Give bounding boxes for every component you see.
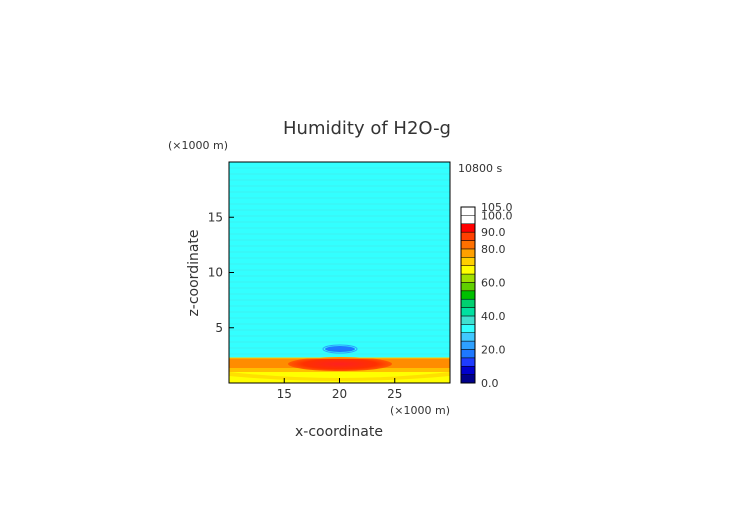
colorbar-label: 0.0 [481,377,499,390]
colorbar-label: 100.0 [481,209,513,222]
colorbar-swatch [460,282,476,292]
y-unit-label: (×1000 m) [168,139,228,152]
colorbar-swatch [460,332,476,342]
y-axis-label: z-coordinate [186,229,202,316]
x-tick-label: 15 [277,387,292,401]
colorbar-label: 80.0 [481,243,506,256]
colorbar-swatch [460,273,476,283]
colorbar-swatch [460,290,476,300]
colorbar-swatch [460,307,476,317]
y-tick-label: 10 [208,266,223,280]
time-label: 10800 s [458,162,502,175]
x-ticks: 15 20 25 [277,378,402,401]
x-axis-label: x-coordinate [295,424,383,440]
x-tick-label: 25 [387,387,402,401]
dry-patch [325,346,355,352]
colorbar-swatch [460,248,476,258]
colorbar-label: 105.0 [481,201,513,214]
y-ticks: 5 10 15 [208,210,234,335]
x-tick-label: 20 [332,387,347,401]
plot-area [228,161,451,384]
colorbar-frame [460,206,476,384]
colorbar-swatch [460,240,476,250]
y-tick-label: 15 [208,210,223,224]
colorbar-swatch [460,231,476,241]
colorbar-swatch [460,215,476,225]
colorbar-label: 90.0 [481,226,506,239]
field-banding [229,167,450,355]
colorbar-swatch [460,223,476,233]
colorbar-swatch [460,315,476,325]
colorbar-label: 40.0 [481,310,506,323]
colorbar-swatch [460,357,476,367]
colorbar-label: 20.0 [481,343,506,356]
colorbar-swatch [460,257,476,266]
colorbar-swatch [460,324,476,333]
colorbar-swatch [460,374,476,384]
x-unit-label: (×1000 m) [390,404,450,417]
colorbar-swatch [460,349,476,359]
colorbar-label: 60.0 [481,276,506,289]
y-tick-label: 5 [215,321,223,335]
colorbar-swatch [460,365,476,375]
colorbar-swatch [460,265,476,275]
colorbar-swatch [460,298,476,308]
core-moist-region [288,357,392,371]
chart-title: Humidity of H2O-g [283,118,451,139]
dry-patch-halo [322,344,358,354]
layer-yellow [229,372,450,383]
colorbar-swatch [460,340,476,350]
